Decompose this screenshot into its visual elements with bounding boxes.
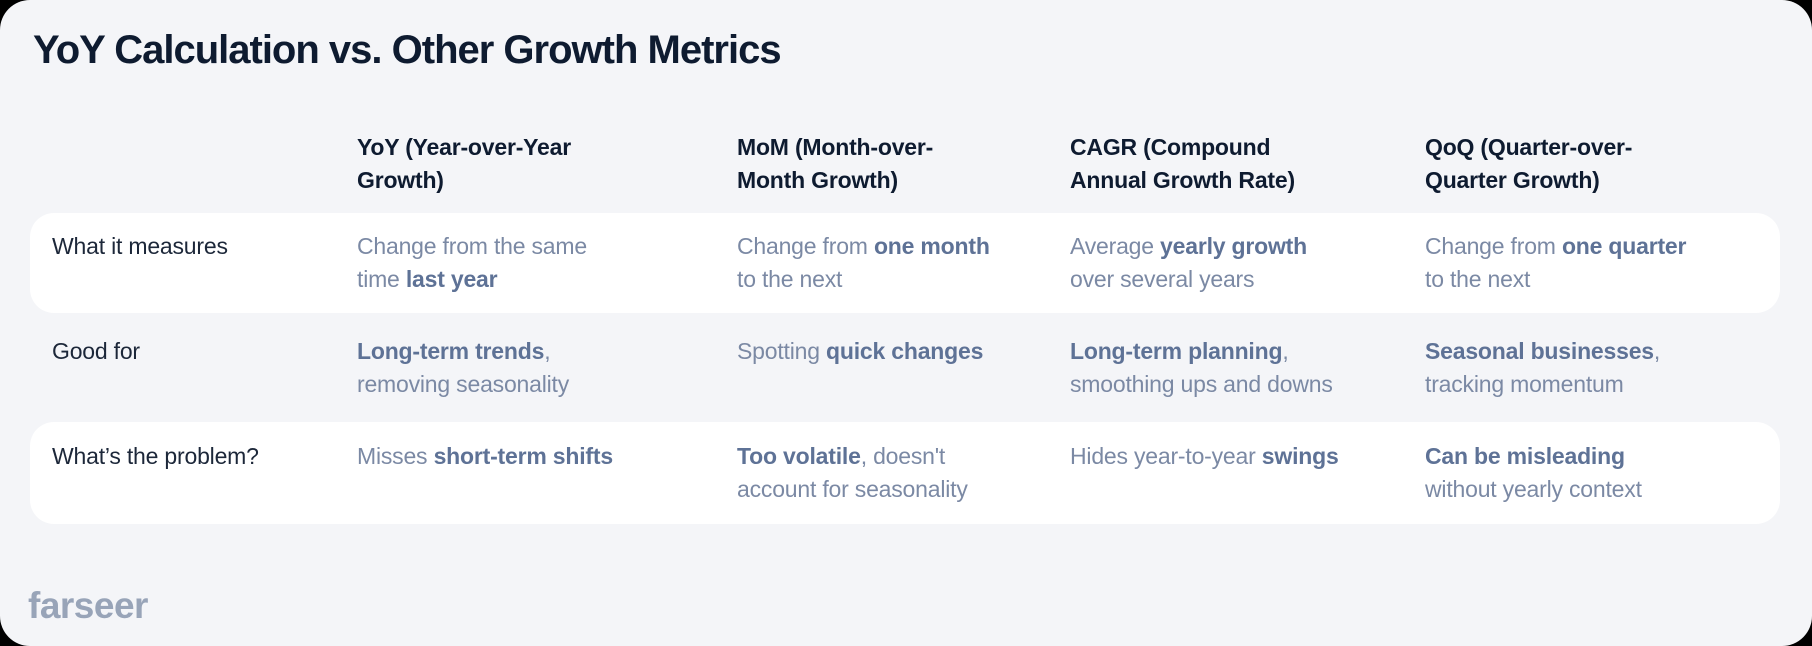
cell-text-bold: quick changes xyxy=(826,338,984,364)
cell-text-bold: swings xyxy=(1261,443,1339,469)
cell-text-bold: Can be misleading xyxy=(1425,443,1625,469)
cell-text: Hides year-to-year xyxy=(1070,443,1262,469)
cell-text: Spotting xyxy=(737,338,826,364)
cell-text: Change from xyxy=(737,233,874,259)
column-header-3: QoQ (Quarter-over-Quarter Growth) xyxy=(1425,134,1633,193)
table-cell: Long-term planning, smoothing ups and do… xyxy=(1070,335,1342,401)
cell-text: without yearly context xyxy=(1425,476,1642,502)
cell-text-bold: one month xyxy=(873,233,990,259)
cell-text: Misses xyxy=(357,443,434,469)
page-title: YoY Calculation vs. Other Growth Metrics xyxy=(33,28,782,72)
table-row: What it measures Change from the same tim… xyxy=(30,213,1780,313)
table-cell: Change from one quarter to the next xyxy=(1425,230,1697,296)
cell-text-bold: one quarter xyxy=(1561,233,1687,259)
table-cell: Too volatile, doesn't account for season… xyxy=(737,440,1009,506)
column-header-2: CAGR (Compound Annual Growth Rate) xyxy=(1070,134,1295,193)
table-cell: Long-term trends, removing seasonality xyxy=(357,335,629,401)
cell-text: to the next xyxy=(737,266,843,292)
cell-text: , removing seasonality xyxy=(357,338,570,397)
cell-text-bold: Seasonal businesses xyxy=(1425,338,1654,364)
cell-text: Average xyxy=(1070,233,1161,259)
table-cell: Seasonal businesses, tracking momentum xyxy=(1425,335,1697,401)
table-cell: Misses short-term shifts xyxy=(357,440,629,473)
cell-text: over several years xyxy=(1070,266,1255,292)
table-row: Good for Long-term trends, removing seaso… xyxy=(30,313,1780,422)
cell-text: Change from the same time xyxy=(357,233,587,292)
table-cell: Average yearly growth over several years xyxy=(1070,230,1342,296)
comparison-table: YoY (Year-over-Year Growth) MoM (Month-ov… xyxy=(30,74,1780,524)
column-header-0: YoY (Year-over-Year Growth) xyxy=(357,134,571,193)
row-label: What it measures xyxy=(52,233,228,259)
table-cell: Hides year-to-year swings xyxy=(1070,440,1342,473)
cell-text-bold: Long-term planning xyxy=(1070,338,1283,364)
table-cell: Can be misleading without yearly context xyxy=(1425,440,1697,506)
cell-text-bold: Long-term trends xyxy=(357,338,545,364)
column-header-1: MoM (Month-over-Month Growth) xyxy=(737,134,934,193)
table-header-row: YoY (Year-over-Year Growth) MoM (Month-ov… xyxy=(30,74,1780,213)
table-cell: Spotting quick changes xyxy=(737,335,1009,368)
cell-text-bold: last year xyxy=(405,266,498,292)
row-label: Good for xyxy=(52,338,140,364)
cell-text: , doesn't account for seasonality xyxy=(737,443,968,502)
cell-text: to the next xyxy=(1425,266,1531,292)
cell-text-bold: short-term shifts xyxy=(433,443,614,469)
table-row: What’s the problem? Misses short-term shi… xyxy=(30,422,1780,524)
table-cell: Change from the same time last year xyxy=(357,230,629,296)
cell-text-bold: yearly growth xyxy=(1160,233,1307,259)
table-cell: Change from one month to the next xyxy=(737,230,1009,296)
cell-text-bold: Too volatile xyxy=(737,443,861,469)
cell-text: , tracking momentum xyxy=(1425,338,1661,397)
cell-text: , smoothing ups and downs xyxy=(1070,338,1333,397)
row-label: What’s the problem? xyxy=(52,443,259,469)
cell-text: Change from xyxy=(1425,233,1562,259)
farseer-logo: farseer xyxy=(28,585,148,626)
